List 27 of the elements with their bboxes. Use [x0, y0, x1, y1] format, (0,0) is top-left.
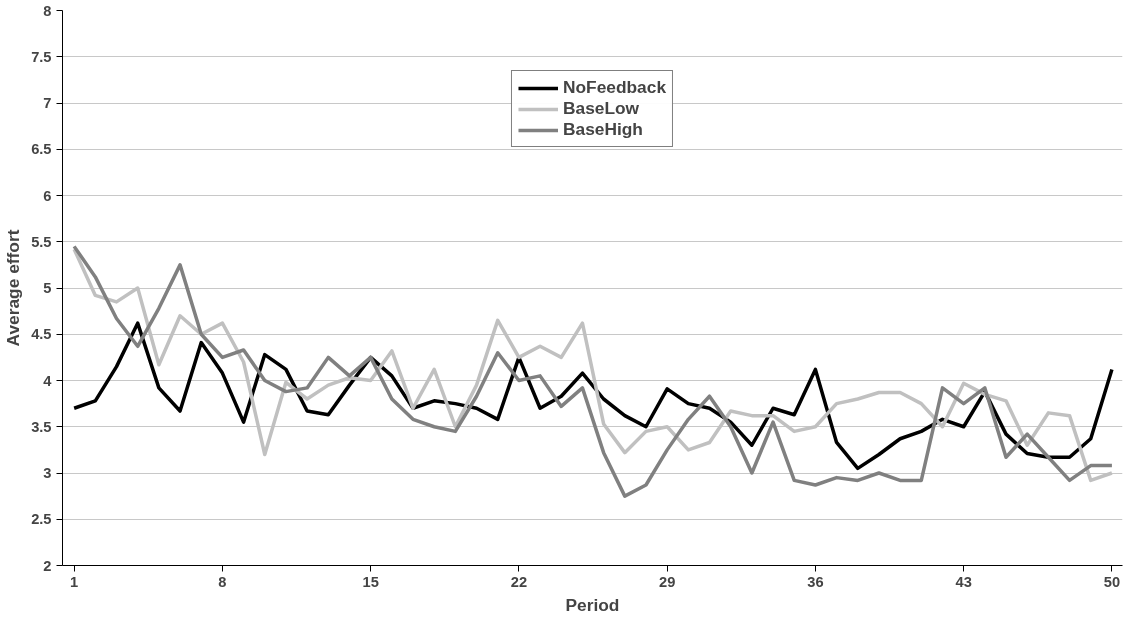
y-tick-label: 4 [43, 372, 53, 389]
y-tick-label: 3.5 [31, 418, 52, 435]
x-tick-label: 29 [659, 573, 676, 590]
y-tick-label: 2.5 [31, 511, 52, 528]
y-tick-label: 4.5 [31, 326, 52, 343]
y-tick-label: 8 [43, 2, 52, 19]
y-tick-label: 7.5 [31, 48, 52, 65]
y-tick-label: 5.5 [31, 233, 52, 250]
x-tick-label: 50 [1103, 573, 1121, 590]
line-series [72, 321, 1114, 471]
legend-label: BaseLow [562, 98, 640, 119]
x-tick-label: 1 [70, 573, 79, 590]
legend-label: NoFeedback [562, 77, 667, 98]
x-tick-label: 36 [807, 573, 824, 590]
x-tick-label: 22 [510, 573, 528, 590]
y-tick-label: 3 [43, 465, 52, 481]
y-axis-title: Average effort [3, 229, 24, 347]
x-tick-label: 15 [362, 573, 379, 590]
legend-label: BaseHigh [562, 119, 643, 140]
x-tick-label: 43 [955, 573, 972, 590]
y-tick-label: 6.5 [31, 141, 52, 158]
y-tick-label: 2 [43, 557, 52, 574]
x-axis-title: Period [565, 594, 620, 615]
x-tick-label: 8 [218, 573, 227, 590]
y-tick-label: 5 [43, 280, 52, 296]
y-tick-label: 7 [43, 95, 52, 111]
y-tick-label: 6 [43, 187, 52, 204]
